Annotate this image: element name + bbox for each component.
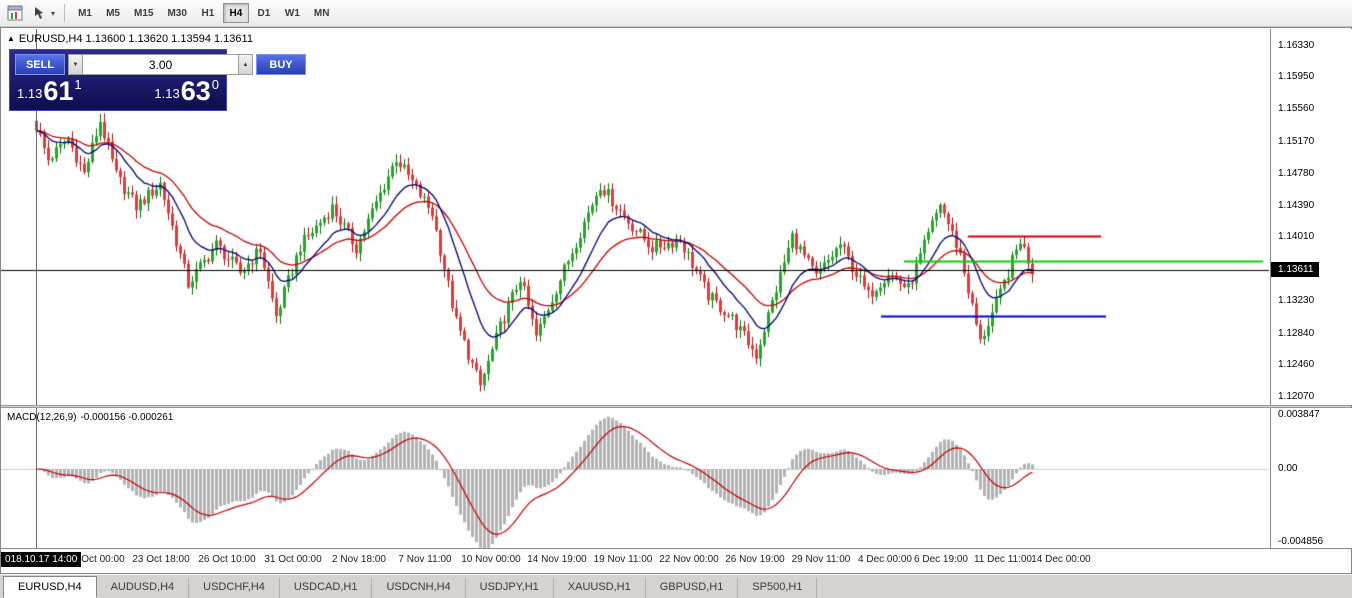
trade-panel-controls: SELL ▼ ▲ BUY: [15, 54, 306, 75]
volume-decrement-button[interactable]: ▼: [68, 54, 83, 75]
tab-usdjpy-h1[interactable]: USDJPY,H1: [466, 578, 554, 598]
quote-line: ▲ EURUSD,H4 1.13600 1.13620 1.13594 1.13…: [7, 33, 253, 45]
macd-name: MACD(12,26,9): [7, 412, 77, 423]
sell-price-big: 61: [43, 76, 74, 106]
dropdown-caret-icon[interactable]: ▾: [51, 8, 56, 18]
time-label: 14 Dec 00:00: [1031, 554, 1091, 565]
tab-usdcnh-h4[interactable]: USDCNH,H4: [372, 578, 466, 598]
buy-price-prefix: 1.13: [154, 86, 180, 101]
sell-price-prefix: 1.13: [17, 86, 43, 101]
price-tick: 1.12070: [1278, 391, 1315, 402]
price-tick: 1.14390: [1278, 199, 1315, 211]
buy-price-big: 63: [180, 76, 211, 106]
one-click-trading-panel: SELL ▼ ▲ BUY 1.13 61 1 1.13 63 0: [9, 49, 306, 111]
price-tick: 1.15560: [1278, 103, 1315, 115]
up-triangle-icon: ▲: [7, 34, 15, 43]
time-label: 19 Oct 00:00: [67, 554, 125, 565]
macd-label: MACD(12,26,9) -0.000156 -0.000261: [7, 412, 177, 423]
macd-tick: 0.003847: [1278, 409, 1320, 420]
buy-price[interactable]: 1.13 63 0: [154, 76, 219, 106]
time-label: 14 Nov 19:00: [527, 554, 587, 565]
symbol-quote-text: EURUSD,H4 1.13600 1.13620 1.13594 1.1361…: [18, 33, 253, 45]
chart-tab-bar: EURUSD,H4 AUDUSD,H4 USDCHF,H4 USDCAD,H1 USDC…: [0, 574, 1352, 598]
macd-axis: 0.003847 0.00 -0.004856: [1270, 408, 1352, 548]
price-tick: 1.15950: [1278, 71, 1315, 83]
price-tick: 1.14780: [1278, 167, 1315, 179]
macd-values: -0.000156 -0.000261: [80, 412, 174, 423]
toolbar-separator: [64, 4, 66, 22]
tab-usdchf-h4[interactable]: USDCHF,H4: [189, 578, 280, 598]
timeframe-h1[interactable]: H1: [195, 3, 221, 23]
price-tick: 1.14010: [1278, 231, 1315, 243]
price-tick: 1.16330: [1278, 40, 1315, 51]
macd-tick: -0.004856: [1278, 536, 1324, 548]
indicator-splitter[interactable]: [1, 405, 1351, 408]
current-price-badge: 1.13611: [1271, 262, 1320, 278]
price-tick: 1.15170: [1278, 135, 1315, 147]
timeframe-h4[interactable]: H4: [222, 3, 249, 23]
crosshair-time-label: 018.10.17 14:00: [1, 552, 82, 567]
tab-xauusd-h1[interactable]: XAUUSD,H1: [554, 578, 646, 598]
crosshair-icon-glyph: [34, 6, 43, 19]
tab-eurusd-h4[interactable]: EURUSD,H4: [3, 576, 97, 598]
timeframe-mn[interactable]: MN: [308, 3, 336, 23]
timeframe-m1[interactable]: M1: [72, 3, 98, 23]
buy-button[interactable]: BUY: [256, 54, 306, 75]
time-label: 10 Nov 00:00: [461, 554, 521, 565]
time-label: 19 Nov 11:00: [593, 554, 653, 565]
chart-window-icon[interactable]: [3, 2, 27, 24]
buy-price-sup: 0: [211, 77, 219, 92]
time-label: 6 Dec 19:00: [914, 554, 968, 565]
time-label: 31 Oct 00:00: [264, 554, 322, 565]
timeframe-buttons: M1 M5 M15 M30 H1 H4 D1 W1 MN: [71, 3, 336, 23]
timeframe-m30[interactable]: M30: [161, 3, 192, 23]
tab-usdcad-h1[interactable]: USDCAD,H1: [280, 578, 373, 598]
macd-tick: 0.00: [1278, 463, 1298, 474]
time-label: 29 Nov 11:00: [791, 554, 851, 565]
chart-window: ▲ EURUSD,H4 1.13600 1.13620 1.13594 1.13…: [0, 27, 1352, 574]
crosshair-vertical-line: [36, 29, 37, 548]
sell-price-sup: 1: [74, 77, 82, 92]
timeframe-d1[interactable]: D1: [251, 3, 277, 23]
tab-gbpusd-h1[interactable]: GBPUSD,H1: [646, 578, 739, 598]
chart-window-icon-glyph: [7, 5, 23, 21]
time-label: 2 Nov 18:00: [332, 554, 386, 565]
price-tick: 1.12840: [1278, 327, 1315, 339]
volume-input[interactable]: [83, 54, 238, 75]
time-label: 11 Dec 11:00: [973, 554, 1033, 565]
time-label: 7 Nov 11:00: [398, 554, 452, 565]
price-tick: 1.12460: [1278, 358, 1315, 370]
time-label: 22 Nov 00:00: [659, 554, 719, 565]
timeframe-m5[interactable]: M5: [100, 3, 126, 23]
price-axis: 1.13611 1.16330 1.15950 1.15560 1.15170 1.14…: [1270, 29, 1352, 405]
price-tick: 1.13230: [1278, 295, 1315, 307]
time-label: 26 Oct 10:00: [198, 554, 256, 565]
time-label: 4 Dec 00:00: [858, 554, 912, 565]
tab-sp500-h1[interactable]: SP500,H1: [738, 578, 818, 598]
trade-panel-prices: 1.13 61 1 1.13 63 0: [15, 76, 221, 106]
tab-audusd-h4[interactable]: AUDUSD,H4: [97, 578, 190, 598]
crosshair-cursor-icon[interactable]: [27, 2, 51, 24]
timeframe-w1[interactable]: W1: [279, 3, 306, 23]
toolbar: ▾ M1 M5 M15 M30 H1 H4 D1 W1 MN: [0, 0, 1352, 27]
time-label: 26 Nov 19:00: [725, 554, 785, 565]
time-axis: 018.10.17 14:00 19 Oct 00:00 23 Oct 18:00…: [1, 548, 1351, 573]
sell-button[interactable]: SELL: [15, 54, 65, 75]
volume-increment-button[interactable]: ▲: [238, 54, 253, 75]
macd-canvas[interactable]: [1, 408, 1269, 548]
volume-control: ▼ ▲: [68, 54, 253, 75]
sell-price[interactable]: 1.13 61 1: [17, 76, 82, 106]
time-label: 23 Oct 18:00: [132, 554, 190, 565]
timeframe-m15[interactable]: M15: [128, 3, 159, 23]
